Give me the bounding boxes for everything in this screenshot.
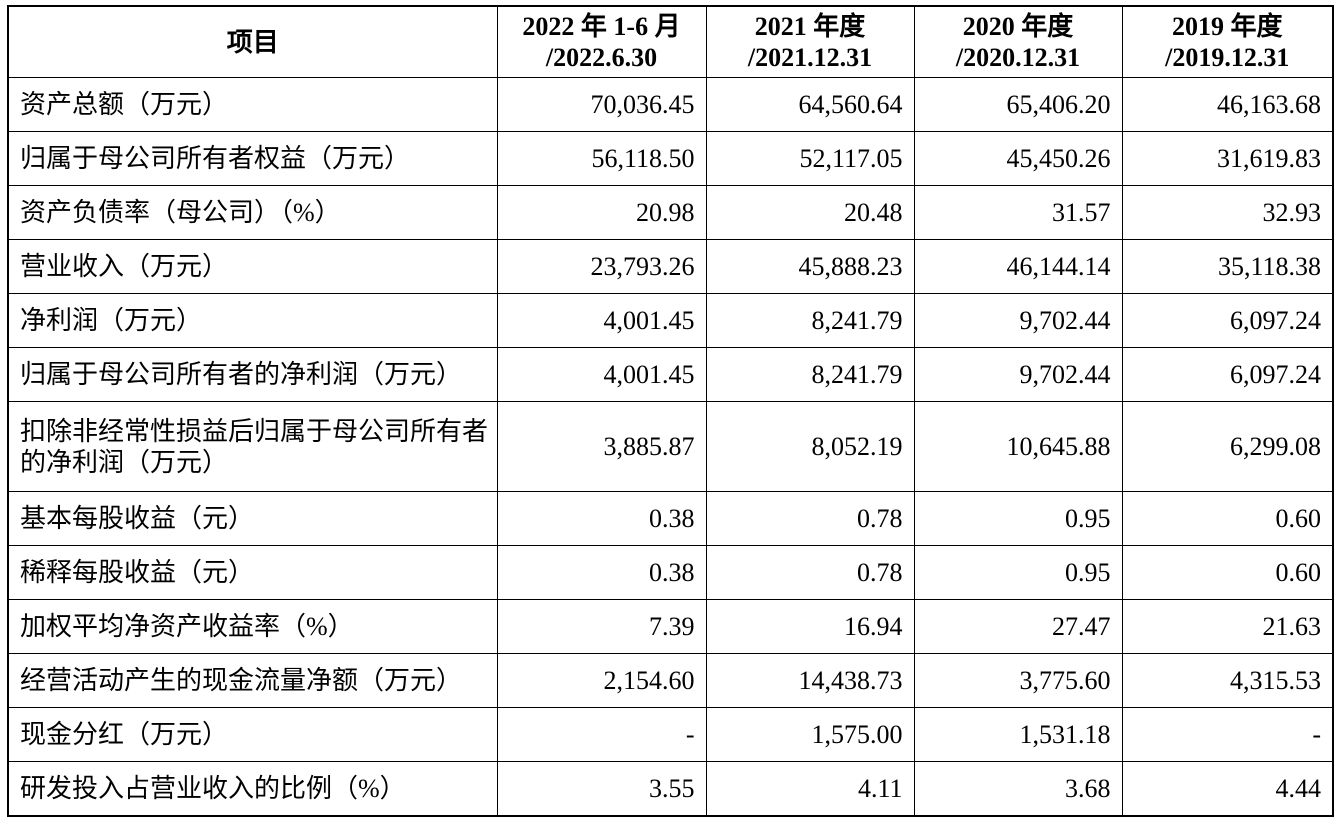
cell-value: 52,117.05 [705,131,915,186]
row-label: 扣除非经常性损益后归属于母公司所有者的净利润（万元） [7,401,498,492]
table-row: 现金分红（万元） - 1,575.00 1,531.18 - [7,707,1334,762]
header-period-2021: 2021 年度 /2021.12.31 [705,5,915,78]
row-label: 资产总额（万元） [7,77,498,132]
cell-value: 8,052.19 [705,401,915,492]
table-row: 营业收入（万元） 23,793.26 45,888.23 46,144.14 3… [7,239,1334,294]
row-label: 稀释每股收益（元） [7,545,498,600]
cell-value: 6,299.08 [1121,401,1334,492]
cell-value: 7.39 [496,599,707,654]
cell-value: 20.98 [496,185,707,240]
cell-value: 8,241.79 [705,347,915,402]
cell-value: 45,888.23 [705,239,915,294]
table-row: 扣除非经常性损益后归属于母公司所有者的净利润（万元） 3,885.87 8,05… [7,401,1334,492]
cell-value: 45,450.26 [913,131,1123,186]
row-label: 现金分红（万元） [7,707,498,762]
cell-value: 46,163.68 [1121,77,1334,132]
table-row: 经营活动产生的现金流量净额（万元） 2,154.60 14,438.73 3,7… [7,653,1334,708]
header-period-line1: 2022 年 1-6 月 [522,12,681,41]
header-item: 项目 [7,5,498,78]
cell-value: 3.55 [496,761,707,817]
cell-value: 10,645.88 [913,401,1123,492]
row-label: 归属于母公司所有者的净利润（万元） [7,347,498,402]
cell-value: 6,097.24 [1121,293,1334,348]
cell-value: 23,793.26 [496,239,707,294]
table-row: 净利润（万元） 4,001.45 8,241.79 9,702.44 6,097… [7,293,1334,348]
cell-value: 0.95 [913,491,1123,546]
cell-value: - [496,707,707,762]
cell-value: 31,619.83 [1121,131,1334,186]
cell-value: 4,001.45 [496,347,707,402]
header-period-2019: 2019 年度 /2019.12.31 [1121,5,1334,78]
header-period-line2: /2020.12.31 [955,43,1081,72]
cell-value: 65,406.20 [913,77,1123,132]
header-period-line2: /2022.6.30 [545,43,658,72]
financial-summary-table: 项目 2022 年 1-6 月 /2022.6.30 2021 年度 /2021… [7,5,1334,817]
cell-value: 21.63 [1121,599,1334,654]
cell-value: 0.38 [496,545,707,600]
cell-value: 3,775.60 [913,653,1123,708]
row-label: 基本每股收益（元） [7,491,498,546]
row-label: 研发投入占营业收入的比例（%） [7,761,498,817]
cell-value: 4,001.45 [496,293,707,348]
row-label: 资产负债率（母公司）（%） [7,185,498,240]
cell-value: 35,118.38 [1121,239,1334,294]
cell-value: 0.95 [913,545,1123,600]
financial-summary-table-container: 项目 2022 年 1-6 月 /2022.6.30 2021 年度 /2021… [7,5,1334,817]
header-period-line1: 2021 年度 [754,12,866,41]
row-label: 加权平均净资产收益率（%） [7,599,498,654]
table-row: 归属于母公司所有者权益（万元） 56,118.50 52,117.05 45,4… [7,131,1334,186]
cell-value: 31.57 [913,185,1123,240]
table-row: 归属于母公司所有者的净利润（万元） 4,001.45 8,241.79 9,70… [7,347,1334,402]
table-row: 加权平均净资产收益率（%） 7.39 16.94 27.47 21.63 [7,599,1334,654]
row-label: 营业收入（万元） [7,239,498,294]
header-period-line2: /2021.12.31 [747,43,873,72]
table-row: 资产总额（万元） 70,036.45 64,560.64 65,406.20 4… [7,77,1334,132]
table-row: 稀释每股收益（元） 0.38 0.78 0.95 0.60 [7,545,1334,600]
cell-value: 70,036.45 [496,77,707,132]
cell-value: 56,118.50 [496,131,707,186]
cell-value: 14,438.73 [705,653,915,708]
cell-value: 4.11 [705,761,915,817]
header-period-line2: /2019.12.31 [1165,43,1290,72]
row-label: 归属于母公司所有者权益（万元） [7,131,498,186]
table-row: 基本每股收益（元） 0.38 0.78 0.95 0.60 [7,491,1334,546]
cell-value: 64,560.64 [705,77,915,132]
table-row: 资产负债率（母公司）（%） 20.98 20.48 31.57 32.93 [7,185,1334,240]
cell-value: 16.94 [705,599,915,654]
cell-value: 1,531.18 [913,707,1123,762]
cell-value: 46,144.14 [913,239,1123,294]
cell-value: 20.48 [705,185,915,240]
cell-value: 9,702.44 [913,293,1123,348]
cell-value: 9,702.44 [913,347,1123,402]
cell-value: 0.78 [705,491,915,546]
header-period-2022h1: 2022 年 1-6 月 /2022.6.30 [496,5,707,78]
cell-value: 4,315.53 [1121,653,1334,708]
header-period-line1: 2020 年度 [962,12,1074,41]
cell-value: 27.47 [913,599,1123,654]
cell-value: 0.38 [496,491,707,546]
cell-value: 2,154.60 [496,653,707,708]
cell-value: 0.78 [705,545,915,600]
row-label: 经营活动产生的现金流量净额（万元） [7,653,498,708]
cell-value: 1,575.00 [705,707,915,762]
cell-value: - [1121,707,1334,762]
cell-value: 6,097.24 [1121,347,1334,402]
header-period-line1: 2019 年度 [1171,12,1283,41]
cell-value: 0.60 [1121,545,1334,600]
cell-value: 3,885.87 [496,401,707,492]
header-row: 项目 2022 年 1-6 月 /2022.6.30 2021 年度 /2021… [7,5,1334,78]
cell-value: 0.60 [1121,491,1334,546]
cell-value: 8,241.79 [705,293,915,348]
row-label: 净利润（万元） [7,293,498,348]
cell-value: 32.93 [1121,185,1334,240]
header-period-2020: 2020 年度 /2020.12.31 [913,5,1123,78]
